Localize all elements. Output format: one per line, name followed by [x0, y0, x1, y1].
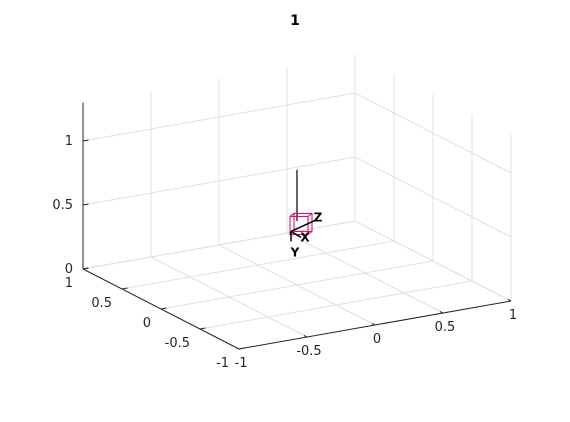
x-tick-mark — [235, 346, 240, 350]
y-tick-label: 0 — [143, 316, 151, 331]
x-tick-mark — [439, 310, 444, 314]
frame-box-edge — [289, 212, 295, 217]
frame-box-front — [289, 215, 309, 235]
grid-line — [82, 156, 356, 206]
y-tick-label: 0.5 — [91, 296, 112, 311]
y-tick-mark — [121, 287, 128, 290]
z-tick-label: 0 — [65, 262, 73, 277]
chart-title: 1 — [290, 13, 300, 29]
plot-area: XY Z — [289, 169, 323, 259]
z-tick-mark — [82, 139, 89, 142]
grid-line — [82, 92, 356, 142]
y-tick-label: -0.5 — [165, 336, 190, 351]
frame-box-edge — [307, 230, 313, 235]
grid-line — [354, 156, 512, 238]
x-tick-label: 0 — [373, 332, 381, 347]
frame-y-label: Y — [290, 245, 300, 259]
x-tick-label: 0.5 — [435, 320, 456, 335]
x-tick-mark — [303, 334, 308, 338]
frame-z-label: Z — [314, 210, 323, 224]
x-tick-mark — [507, 298, 512, 302]
x-tick-label: -1 — [235, 356, 248, 371]
z-tick-mark — [82, 203, 89, 206]
y-tick-label: -1 — [216, 356, 229, 371]
grid-line — [121, 240, 395, 290]
x-tick-label: -0.5 — [296, 344, 321, 359]
x-tick-mark — [371, 322, 376, 326]
grid-line — [354, 92, 512, 174]
z-tick-label: 0.5 — [52, 198, 73, 213]
z-tick-mark — [82, 267, 89, 270]
frame-box-edge — [307, 212, 313, 217]
y-tick-mark — [199, 327, 206, 330]
frame-x-label: X — [300, 230, 310, 244]
y-tick-mark — [160, 307, 167, 310]
axes-lines — [82, 102, 512, 350]
grid-line — [354, 220, 512, 302]
y-tick-mark — [238, 347, 245, 350]
grid-line — [82, 220, 356, 270]
grid-line — [199, 280, 473, 330]
z-tick-label: 1 — [65, 134, 73, 149]
x-tick-label: 1 — [509, 308, 517, 323]
grid-line — [160, 260, 434, 310]
frame-x-arrow — [290, 230, 302, 239]
y-tick-label: 1 — [65, 276, 73, 291]
frame-z-arrow — [290, 219, 316, 233]
